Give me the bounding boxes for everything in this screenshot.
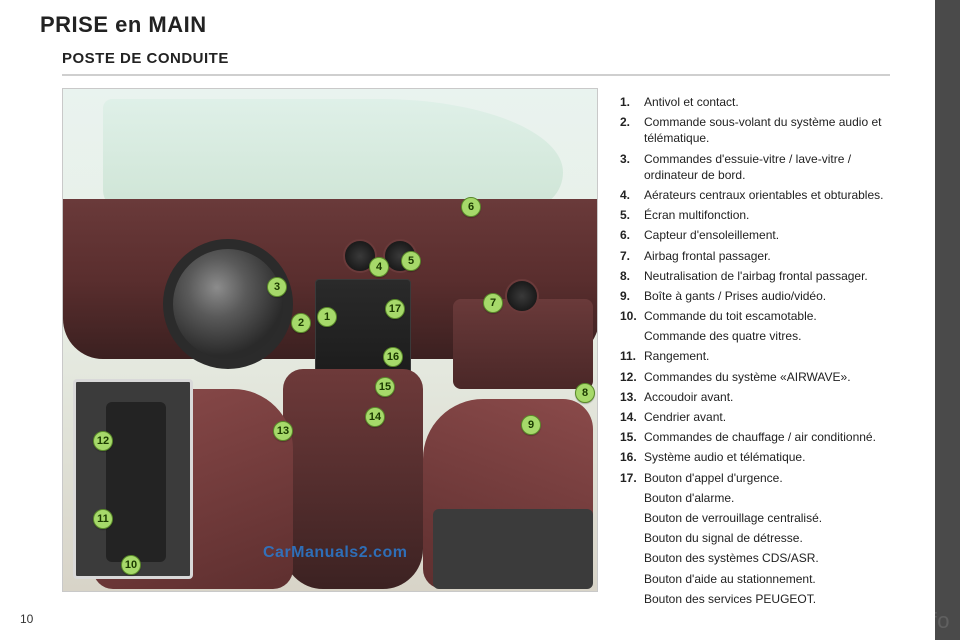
list-item-number: 7. <box>620 248 644 264</box>
callout-marker-15: 15 <box>375 377 395 397</box>
list-item-sub: .Bouton de verrouillage centralisé. <box>620 510 900 526</box>
figure-watermark: CarManuals2.com <box>263 544 407 562</box>
list-item: 11.Rangement. <box>620 348 900 364</box>
list-item-number: 12. <box>620 369 644 385</box>
callout-marker-4: 4 <box>369 257 389 277</box>
list-item: 12.Commandes du système «AIRWAVE». <box>620 369 900 385</box>
list-item-number: 6. <box>620 227 644 243</box>
list-item: 9.Boîte à gants / Prises audio/vidéo. <box>620 288 900 304</box>
callout-marker-10: 10 <box>121 555 141 575</box>
list-item: 10.Commande du toit escamotable. <box>620 308 900 324</box>
inset-panel-shape <box>106 402 166 562</box>
callout-marker-11: 11 <box>93 509 113 529</box>
page-number: 10 <box>20 612 33 626</box>
list-item-text: Accoudoir avant. <box>644 389 900 405</box>
list-item-text: Commandes de chauffage / air conditionné… <box>644 429 900 445</box>
inset-detail <box>73 379 193 579</box>
list-item-number: 8. <box>620 268 644 284</box>
callout-marker-2: 2 <box>291 313 311 333</box>
list-item-text: Bouton du signal de détresse. <box>644 530 900 546</box>
list-item-number: 17. <box>620 470 644 486</box>
list-item-text: Neutralisation de l'airbag frontal passa… <box>644 268 900 284</box>
list-item-text: Bouton d'appel d'urgence. <box>644 470 900 486</box>
list-item-text: Boîte à gants / Prises audio/vidéo. <box>644 288 900 304</box>
section-header: PRISE en MAIN <box>40 12 207 38</box>
callout-marker-7: 7 <box>483 293 503 313</box>
list-item-text: Bouton des services PEUGEOT. <box>644 591 900 607</box>
list-item: 15.Commandes de chauffage / air conditio… <box>620 429 900 445</box>
manual-page: PRISE en MAIN POSTE DE CONDUITE CarManua… <box>0 0 935 640</box>
list-item-text: Commande du toit escamotable. <box>644 308 900 324</box>
list-item: 4.Aérateurs centraux orientables et obtu… <box>620 187 900 203</box>
list-item-sub: .Bouton des services PEUGEOT. <box>620 591 900 607</box>
site-watermark: carmanualsonline.info <box>725 608 950 634</box>
list-item: 5.Écran multifonction. <box>620 207 900 223</box>
list-item-sub: .Bouton des systèmes CDS/ASR. <box>620 550 900 566</box>
callout-marker-3: 3 <box>267 277 287 297</box>
list-item-text: Commande des quatre vitres. <box>644 328 900 344</box>
list-item-text: Cendrier avant. <box>644 409 900 425</box>
list-item: 6.Capteur d'ensoleillement. <box>620 227 900 243</box>
list-item: 16.Système audio et télématique. <box>620 449 900 465</box>
list-item-number: 13. <box>620 389 644 405</box>
callout-marker-16: 16 <box>383 347 403 367</box>
interior-figure: CarManuals2.com 123456789101112131415161… <box>62 88 598 592</box>
windshield-shape <box>103 99 563 209</box>
list-item: 7.Airbag frontal passager. <box>620 248 900 264</box>
list-item-number: 2. <box>620 114 644 146</box>
list-item-text: Commande sous-volant du système audio et… <box>644 114 900 146</box>
list-item-number: 16. <box>620 449 644 465</box>
list-item-number: 14. <box>620 409 644 425</box>
callout-marker-14: 14 <box>365 407 385 427</box>
list-item-text: Commandes du système «AIRWAVE». <box>644 369 900 385</box>
list-item-text: Bouton d'alarme. <box>644 490 900 506</box>
list-item-text: Commandes d'essuie-vitre / lave-vitre / … <box>644 151 900 183</box>
callout-marker-6: 6 <box>461 197 481 217</box>
divider <box>62 74 890 76</box>
list-item: 1.Antivol et contact. <box>620 94 900 110</box>
list-item: 2.Commande sous-volant du système audio … <box>620 114 900 146</box>
list-item-text: Bouton des systèmes CDS/ASR. <box>644 550 900 566</box>
list-item-text: Bouton d'aide au stationnement. <box>644 571 900 587</box>
list-item-sub: .Bouton du signal de détresse. <box>620 530 900 546</box>
list-item-text: Airbag frontal passager. <box>644 248 900 264</box>
list-item-text: Écran multifonction. <box>644 207 900 223</box>
list-item-sub: .Commande des quatre vitres. <box>620 328 900 344</box>
callout-marker-17: 17 <box>385 299 405 319</box>
callout-marker-5: 5 <box>401 251 421 271</box>
callout-marker-9: 9 <box>521 415 541 435</box>
list-item-number: 3. <box>620 151 644 183</box>
callout-list: 1.Antivol et contact.2.Commande sous-vol… <box>620 94 900 611</box>
page-title: POSTE DE CONDUITE <box>62 50 229 67</box>
floor-mat-shape <box>433 509 593 589</box>
list-item-text: Capteur d'ensoleillement. <box>644 227 900 243</box>
list-item-text: Système audio et télématique. <box>644 449 900 465</box>
list-item-sub: .Bouton d'alarme. <box>620 490 900 506</box>
callout-marker-8: 8 <box>575 383 595 403</box>
steering-wheel-shape <box>163 239 293 369</box>
list-item-number: 5. <box>620 207 644 223</box>
list-item-number: 15. <box>620 429 644 445</box>
list-item: 8.Neutralisation de l'airbag frontal pas… <box>620 268 900 284</box>
callout-marker-13: 13 <box>273 421 293 441</box>
list-item: 17.Bouton d'appel d'urgence. <box>620 470 900 486</box>
list-item-number: 4. <box>620 187 644 203</box>
list-item: 14.Cendrier avant. <box>620 409 900 425</box>
list-item-number: 11. <box>620 348 644 364</box>
callout-marker-1: 1 <box>317 307 337 327</box>
list-item-number: 1. <box>620 94 644 110</box>
list-item-number: 10. <box>620 308 644 324</box>
list-item-sub: .Bouton d'aide au stationnement. <box>620 571 900 587</box>
list-item-text: Antivol et contact. <box>644 94 900 110</box>
vent-shape <box>505 279 539 313</box>
list-item-text: Aérateurs centraux orientables et obtura… <box>644 187 900 203</box>
list-item-number: 9. <box>620 288 644 304</box>
list-item: 3.Commandes d'essuie-vitre / lave-vitre … <box>620 151 900 183</box>
list-item: 13.Accoudoir avant. <box>620 389 900 405</box>
callout-marker-12: 12 <box>93 431 113 451</box>
list-item-text: Bouton de verrouillage centralisé. <box>644 510 900 526</box>
list-item-text: Rangement. <box>644 348 900 364</box>
